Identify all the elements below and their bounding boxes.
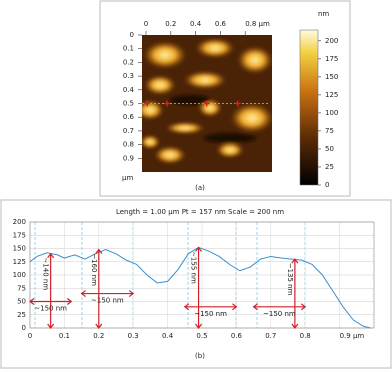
- x-tick-label: 0.9 µm: [340, 332, 365, 340]
- y-tick-label: 0.4: [123, 86, 135, 94]
- x-tick-label: 0.8 µm: [245, 20, 270, 28]
- height-label: ~155 nm: [190, 251, 198, 284]
- colorbar-label: nm: [318, 10, 329, 18]
- height-arrow: [291, 258, 299, 329]
- colorbar-tick-label: 200: [325, 37, 338, 45]
- panel-label: (a): [195, 184, 205, 192]
- x-tick-label: 0.3: [128, 332, 139, 340]
- x-tick-label: 0.6: [231, 332, 243, 340]
- marker: [203, 100, 210, 107]
- y-tick-label: 100: [13, 271, 26, 279]
- y-tick-label: 200: [13, 218, 26, 226]
- colorbar-tick-label: 100: [325, 109, 338, 117]
- height-arrow: [95, 248, 103, 329]
- y-tick-label: 25: [17, 311, 26, 319]
- x-tick-label: 0: [28, 332, 32, 340]
- width-label: ~150 nm: [194, 310, 227, 318]
- colorbar-tick-label: 50: [325, 145, 334, 153]
- x-tick-label: 0: [144, 20, 148, 28]
- height-arrow: [47, 252, 55, 329]
- y-tick-label: 0.7: [123, 127, 134, 135]
- colorbar-tick-label: 175: [325, 55, 338, 63]
- width-label: ~150 nm: [34, 305, 67, 313]
- y-tick-label: 0.6: [123, 113, 135, 121]
- y-tick-label: 125: [13, 258, 26, 266]
- x-tick-label: 0.2: [165, 20, 176, 28]
- chart-title: Length = 1.00 µm Pt = 157 nm Scale = 200…: [116, 208, 284, 216]
- height-arrow: [195, 246, 203, 329]
- colorbar: [299, 29, 319, 186]
- y-tick-label: 0.5: [123, 100, 134, 108]
- width-arrow: [183, 303, 238, 311]
- x-tick-label: 0.4: [162, 332, 174, 340]
- y-tick-label: 0: [22, 324, 26, 332]
- colorbar-tick-label: 150: [325, 73, 338, 81]
- x-tick-label: 0.7: [265, 332, 276, 340]
- y-unit: µm: [122, 174, 133, 182]
- panel-b-frame: [0, 199, 392, 369]
- plot-frame: [29, 221, 375, 329]
- colorbar-tick-label: 0: [325, 181, 329, 189]
- width-arrow: [80, 290, 135, 298]
- y-tick-label: 50: [17, 298, 26, 306]
- panel-label: (b): [195, 352, 205, 360]
- y-tick-label: 0.9: [123, 154, 134, 162]
- marker: [234, 100, 241, 107]
- x-tick-label: 0.8: [300, 332, 311, 340]
- height-label: ~140 nm: [42, 257, 50, 290]
- width-arrow: [29, 298, 73, 305]
- width-arrow: [252, 303, 307, 311]
- y-tick-label: 0.8: [123, 141, 134, 149]
- x-tick-label: 0.5: [196, 332, 207, 340]
- colorbar-tick-label: 75: [325, 127, 334, 135]
- y-tick-label: 0.2: [123, 58, 134, 66]
- afm-image: [142, 35, 272, 172]
- x-tick-label: 0.1: [59, 332, 70, 340]
- height-label: ~160 nm: [90, 253, 98, 286]
- y-tick-label: 75: [17, 284, 26, 292]
- x-tick-label: 0.6: [215, 20, 227, 28]
- width-label: ~150 nm: [91, 297, 124, 305]
- x-tick-label: 0.2: [93, 332, 104, 340]
- colorbar-tick-label: 25: [325, 163, 334, 171]
- width-label: ~150 nm: [263, 310, 296, 318]
- height-label: ~135 nm: [286, 263, 294, 296]
- marker: [164, 100, 171, 107]
- y-tick-label: 175: [13, 231, 26, 239]
- y-tick-label: 0.1: [123, 45, 134, 53]
- colorbar-tick-label: 125: [325, 91, 338, 99]
- y-tick-label: 150: [13, 245, 26, 253]
- y-tick-label: 0.3: [123, 72, 134, 80]
- y-tick-label: 0: [130, 31, 134, 39]
- x-tick-label: 0.4: [190, 20, 202, 28]
- marker: [144, 100, 151, 107]
